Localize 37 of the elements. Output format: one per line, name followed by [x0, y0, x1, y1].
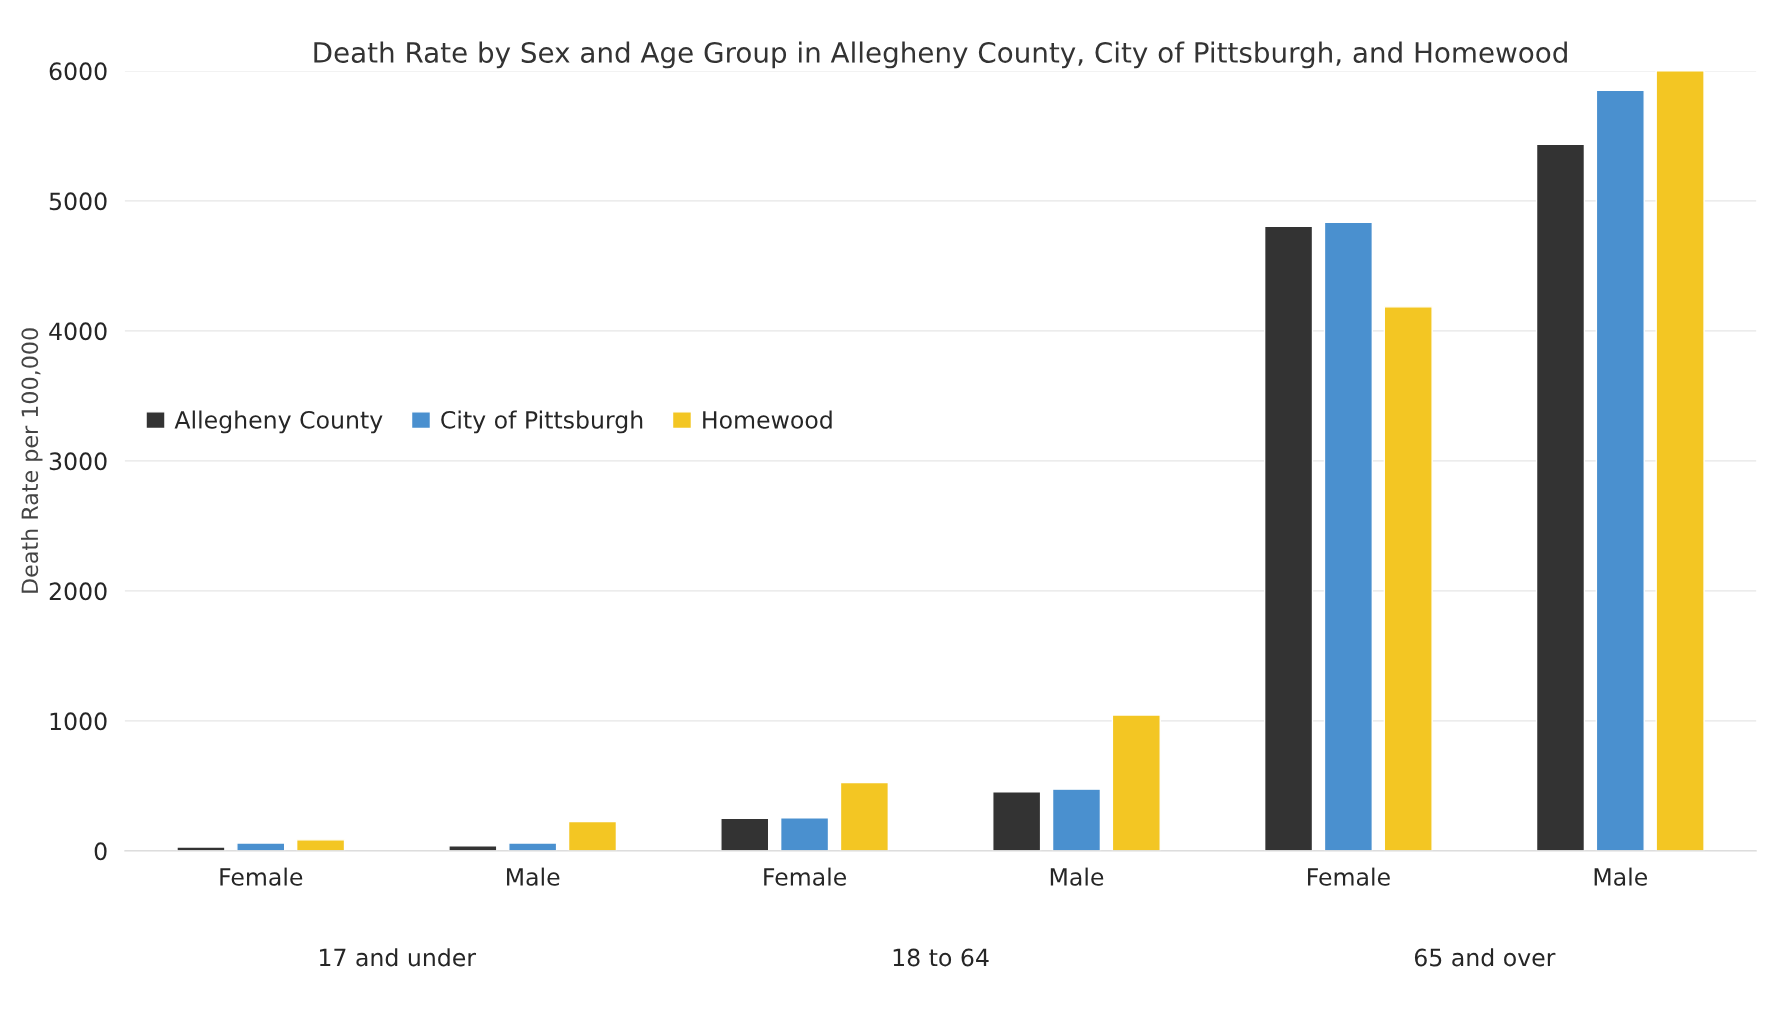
bar — [1535, 143, 1586, 851]
text: 18 to 64 — [893, 948, 989, 967]
y-tick-label: 5000 — [49, 192, 107, 211]
text: 65 and over — [1414, 948, 1556, 967]
y-tick-label: 2000 — [49, 582, 107, 601]
legend-label: Allegheny County — [174, 410, 383, 434]
chart-title: Death Rate by Sex and Age Group in Allegheny County, City of Pittsburgh, and Homewood — [314, 41, 1567, 69]
x-tick-label: Male — [507, 867, 560, 886]
bar — [1595, 89, 1645, 851]
bar — [236, 842, 286, 851]
bar — [1323, 221, 1374, 851]
bar — [839, 781, 890, 851]
y-axis-title: Death Rate per 100,000 — [20, 328, 43, 593]
x-tick-label: Female — [220, 867, 303, 886]
x-tick-label: Female — [764, 867, 846, 886]
bar — [779, 817, 830, 851]
x-tick-label: Male — [1594, 867, 1648, 886]
legend-label: Homewood — [703, 410, 832, 429]
bar — [1655, 70, 1705, 851]
y-tick-label: 3000 — [49, 452, 107, 471]
bar — [1051, 788, 1102, 851]
y-tick-label: 4000 — [49, 322, 107, 341]
bar — [1111, 714, 1161, 851]
x-tick-label: Female — [1308, 867, 1390, 886]
bar — [508, 842, 558, 851]
y-tick-label: 1000 — [50, 712, 107, 731]
x-tick-label: Male — [1050, 867, 1104, 886]
legend-label: City of Pittsburgh — [441, 410, 643, 434]
bar — [567, 820, 618, 851]
bar — [295, 839, 346, 851]
bar — [992, 791, 1042, 851]
bar — [1263, 225, 1314, 851]
bar — [720, 817, 770, 851]
y-tick-label: 0 — [94, 842, 107, 861]
bar — [1383, 306, 1433, 851]
text: 17 and under — [320, 948, 477, 967]
y-tick-label: 6000 — [49, 62, 107, 81]
